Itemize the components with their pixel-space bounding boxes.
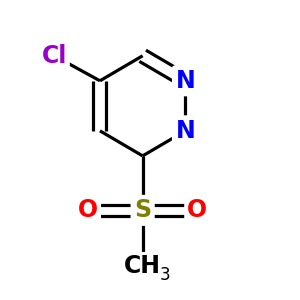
Text: 3: 3 — [159, 266, 170, 284]
Text: Cl: Cl — [42, 44, 67, 68]
Text: N: N — [176, 69, 195, 93]
Text: O: O — [78, 198, 98, 222]
Text: N: N — [176, 119, 195, 143]
Text: S: S — [134, 198, 151, 222]
Text: CH: CH — [124, 254, 161, 278]
Text: O: O — [187, 198, 207, 222]
